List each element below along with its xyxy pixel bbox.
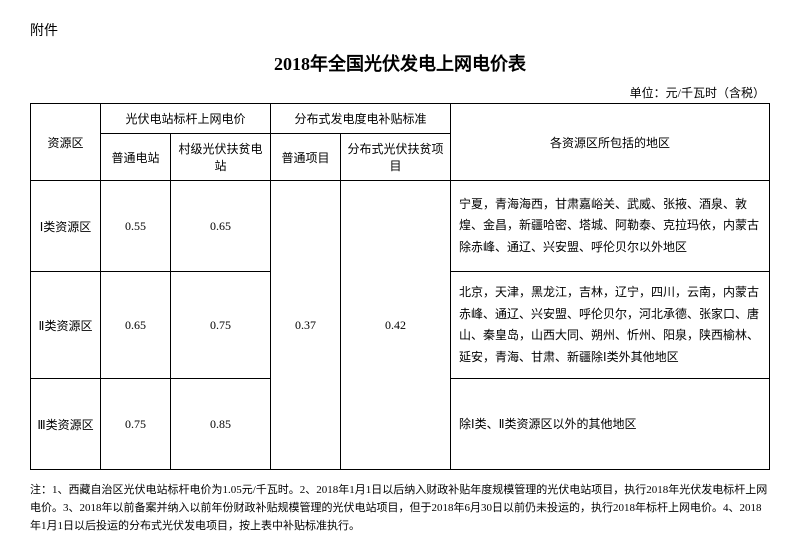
cell-normal: 0.75 <box>101 379 171 470</box>
cell-distributed-poverty: 0.42 <box>341 181 451 470</box>
cell-village: 0.75 <box>171 272 271 379</box>
header-village-station: 村级光伏扶贫电站 <box>171 134 271 181</box>
cell-zone: Ⅰ类资源区 <box>31 181 101 272</box>
cell-normal: 0.55 <box>101 181 171 272</box>
cell-normal: 0.65 <box>101 272 171 379</box>
cell-village: 0.65 <box>171 181 271 272</box>
header-normal-project: 普通项目 <box>271 134 341 181</box>
cell-village: 0.85 <box>171 379 271 470</box>
header-regions: 各资源区所包括的地区 <box>451 104 770 181</box>
page-title: 2018年全国光伏发电上网电价表 <box>30 50 770 76</box>
unit-label: 单位：元/千瓦时（含税） <box>30 84 770 101</box>
cell-zone: Ⅲ类资源区 <box>31 379 101 470</box>
header-distributed-group: 分布式发电度电补贴标准 <box>271 104 451 134</box>
cell-normal-project: 0.37 <box>271 181 341 470</box>
header-benchmark-group: 光伏电站标杆上网电价 <box>101 104 271 134</box>
price-table: 资源区 光伏电站标杆上网电价 分布式发电度电补贴标准 各资源区所包括的地区 普通… <box>30 103 770 470</box>
attachment-label: 附件 <box>30 20 770 40</box>
cell-regions: 除Ⅰ类、Ⅱ类资源区以外的其他地区 <box>451 379 770 470</box>
cell-regions: 北京，天津，黑龙江，吉林，辽宁，四川，云南，内蒙古赤峰、通辽、兴安盟、呼伦贝尔，… <box>451 272 770 379</box>
table-row: Ⅰ类资源区 0.55 0.65 0.37 0.42 宁夏，青海海西，甘肃嘉峪关、… <box>31 181 770 272</box>
header-normal-station: 普通电站 <box>101 134 171 181</box>
footnotes: 注：1、西藏自治区光伏电站标杆电价为1.05元/千瓦时。2、2018年1月1日以… <box>30 482 770 535</box>
header-zone: 资源区 <box>31 104 101 181</box>
header-distributed-poverty: 分布式光伏扶贫项目 <box>341 134 451 181</box>
cell-regions: 宁夏，青海海西，甘肃嘉峪关、武威、张掖、酒泉、敦煌、金昌，新疆哈密、塔城、阿勒泰… <box>451 181 770 272</box>
cell-zone: Ⅱ类资源区 <box>31 272 101 379</box>
